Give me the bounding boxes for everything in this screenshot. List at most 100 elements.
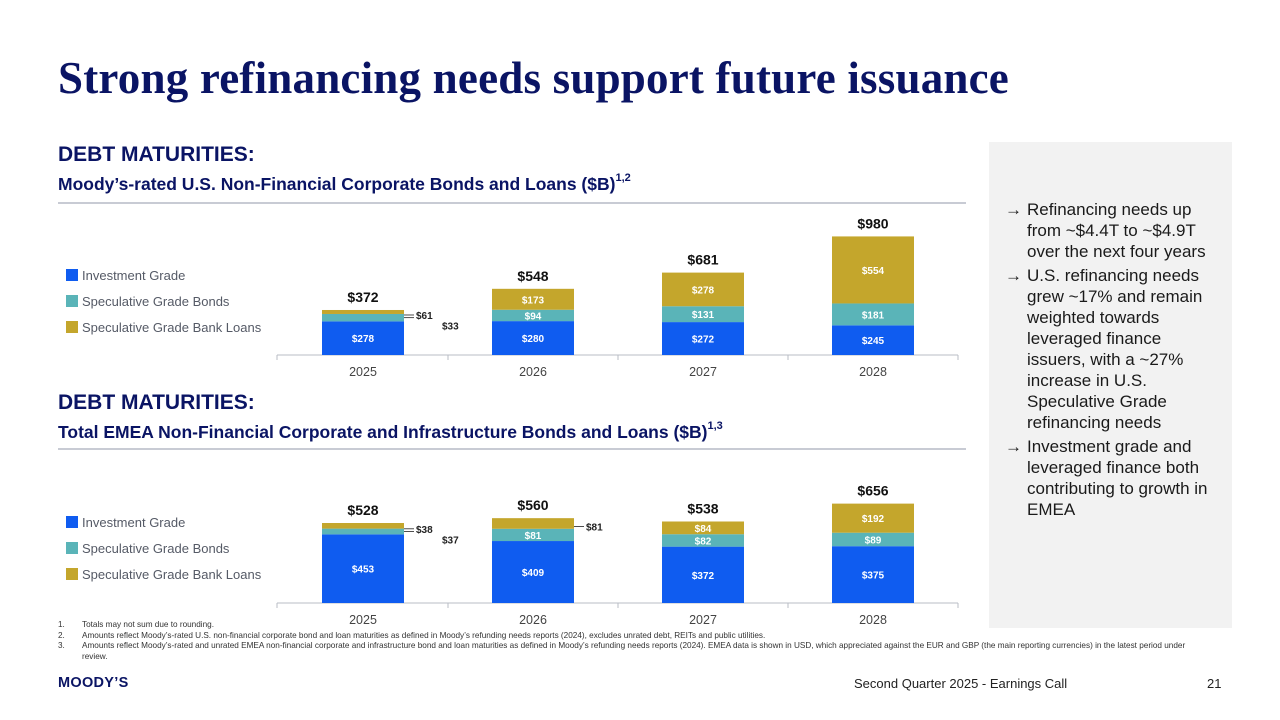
takeaway-bullet: → Investment grade and leveraged finance … xyxy=(1005,436,1214,520)
segment-label: $554 xyxy=(862,266,885,277)
emea-maturities-chart: $453 $38 $37 $528 2025 $409 $81 $81 $560 2026 $372… xyxy=(276,483,959,627)
section2-subtitle-text: Total EMEA Non-Financial Corporate and I… xyxy=(58,422,708,442)
footnote-number: 1. xyxy=(58,620,65,629)
bar-segment-2027-1 xyxy=(662,546,744,603)
bar-segment-2025-1 xyxy=(322,534,404,603)
segment-label: $192 xyxy=(862,514,885,525)
callout-label: $81 xyxy=(586,522,603,533)
category-label: 2025 xyxy=(349,365,377,379)
segment-label: $272 xyxy=(692,335,715,346)
section2-subtitle: Total EMEA Non-Financial Corporate and I… xyxy=(58,420,723,443)
bar-segment-2027-2 xyxy=(662,306,744,323)
segment-label: $94 xyxy=(525,311,542,322)
bar-segment-2028-3 xyxy=(832,236,914,304)
callout-label: $61 xyxy=(416,311,433,322)
bar-segment-2028-2 xyxy=(832,303,914,326)
legend-emea: Investment Grade Speculative Grade Bonds… xyxy=(66,509,261,587)
category-label: 2028 xyxy=(859,613,887,627)
segment-label: $84 xyxy=(695,524,712,535)
segment-label: $453 xyxy=(352,565,375,576)
section1-heading: DEBT MATURITIES: xyxy=(58,143,255,166)
slide-title: Strong refinancing needs support future … xyxy=(58,53,1009,103)
total-label: $560 xyxy=(517,497,548,513)
segment-label: $278 xyxy=(352,334,375,345)
bar-segment-2025-2 xyxy=(322,528,404,535)
takeaways-list: → Refinancing needs up from ~$4.4T to ~$4… xyxy=(989,142,1232,520)
bar-segment-2027-2 xyxy=(662,534,744,547)
section1-subtitle-text: Moody’s-rated U.S. Non-Financial Corpora… xyxy=(58,174,616,194)
category-label: 2028 xyxy=(859,365,887,379)
segment-label: $375 xyxy=(862,571,885,582)
legend-swatch xyxy=(66,269,78,281)
segment-label: $372 xyxy=(692,571,715,582)
bar-segment-2026-1 xyxy=(492,321,574,355)
category-label: 2025 xyxy=(349,613,377,627)
category-label: 2027 xyxy=(689,613,717,627)
legend-item-investment-grade: Investment Grade xyxy=(66,509,261,535)
arrow-icon: → xyxy=(1005,266,1022,285)
legend-label: Speculative Grade Bank Loans xyxy=(82,566,262,582)
section2-superscript: 1,3 xyxy=(707,420,723,433)
moodys-logo: MOODY’S xyxy=(58,675,129,691)
footnote-text: Amounts reflect Moody’s-rated and unrate… xyxy=(82,641,1186,661)
bar-segment-2026-2 xyxy=(492,309,574,322)
footnote-number: 2. xyxy=(58,630,65,640)
legend-label: Speculative Grade Bonds xyxy=(82,540,230,556)
total-label: $656 xyxy=(857,483,888,499)
bar-segment-2025-3 xyxy=(322,309,404,314)
takeaway-text: Investment grade and leveraged finance b… xyxy=(1027,437,1208,519)
section1-superscript: 1,2 xyxy=(615,172,631,185)
bar-segment-2026-3 xyxy=(492,288,574,310)
footnotes: 1. Totals may not sum due to rounding. 2.… xyxy=(58,620,1198,662)
total-label: $980 xyxy=(857,215,888,231)
section1-subtitle: Moody’s-rated U.S. Non-Financial Corpora… xyxy=(58,172,631,195)
legend-label: Investment Grade xyxy=(82,514,186,530)
takeaway-text: Refinancing needs up from ~$4.4T to ~$4.… xyxy=(1027,200,1206,261)
takeaway-bullet: → Refinancing needs up from ~$4.4T to ~$4… xyxy=(1005,199,1214,262)
legend-swatch xyxy=(66,568,78,580)
bar-segment-2028-3 xyxy=(832,503,914,533)
legend-label: Speculative Grade Bank Loans xyxy=(82,319,262,335)
segment-label: $131 xyxy=(692,310,715,321)
footnote: 1. Totals may not sum due to rounding. xyxy=(58,620,1198,631)
category-label: 2026 xyxy=(519,613,547,627)
total-label: $548 xyxy=(517,268,548,284)
takeaway-text: U.S. refinancing needs grew ~17% and rem… xyxy=(1027,266,1203,432)
arrow-icon: → xyxy=(1005,200,1022,219)
legend-swatch xyxy=(66,542,78,554)
segment-label: $280 xyxy=(522,334,545,345)
legend-swatch xyxy=(66,516,78,528)
bar-segment-2026-3 xyxy=(492,518,574,529)
legend-item-speculative-bonds: Speculative Grade Bonds xyxy=(66,288,261,314)
section1-rule xyxy=(58,202,966,204)
bar-segment-2026-2 xyxy=(492,528,574,542)
us-maturities-chart: $278 $61 $33 $372 2025 $280 $94 $173 $548 2026 $27… xyxy=(276,215,959,379)
segment-label: $89 xyxy=(865,535,882,546)
segment-label: $181 xyxy=(862,310,885,321)
arrow-icon: → xyxy=(1005,437,1022,456)
footnote: 3. Amounts reflect Moody’s-rated and unra… xyxy=(58,641,1198,662)
bar-segment-2028-1 xyxy=(832,546,914,603)
section2-heading: DEBT MATURITIES: xyxy=(58,391,255,414)
footnote-text: Totals may not sum due to rounding. xyxy=(82,620,214,629)
total-label: $528 xyxy=(347,502,378,518)
key-takeaways-panel: → Refinancing needs up from ~$4.4T to ~$4… xyxy=(989,142,1232,628)
bar-segment-2025-1 xyxy=(322,321,404,355)
legend-item-speculative-loans: Speculative Grade Bank Loans xyxy=(66,314,261,340)
bar-segment-2027-1 xyxy=(662,322,744,355)
bar-segment-2027-3 xyxy=(662,521,744,535)
section2-rule xyxy=(58,448,966,450)
takeaway-bullet: → U.S. refinancing needs grew ~17% and re… xyxy=(1005,265,1214,433)
legend-swatch xyxy=(66,295,78,307)
segment-label: $82 xyxy=(695,536,712,547)
segment-label: $278 xyxy=(692,285,715,296)
legend-us: Investment Grade Speculative Grade Bonds… xyxy=(66,262,261,340)
legend-label: Speculative Grade Bonds xyxy=(82,293,230,309)
segment-label: $245 xyxy=(862,336,885,347)
bar-segment-2025-2 xyxy=(322,313,404,322)
legend-swatch xyxy=(66,321,78,333)
legend-item-speculative-loans: Speculative Grade Bank Loans xyxy=(66,561,261,587)
callout-label: $38 xyxy=(416,525,433,536)
category-label: 2027 xyxy=(689,365,717,379)
bar-segment-2028-1 xyxy=(832,325,914,355)
